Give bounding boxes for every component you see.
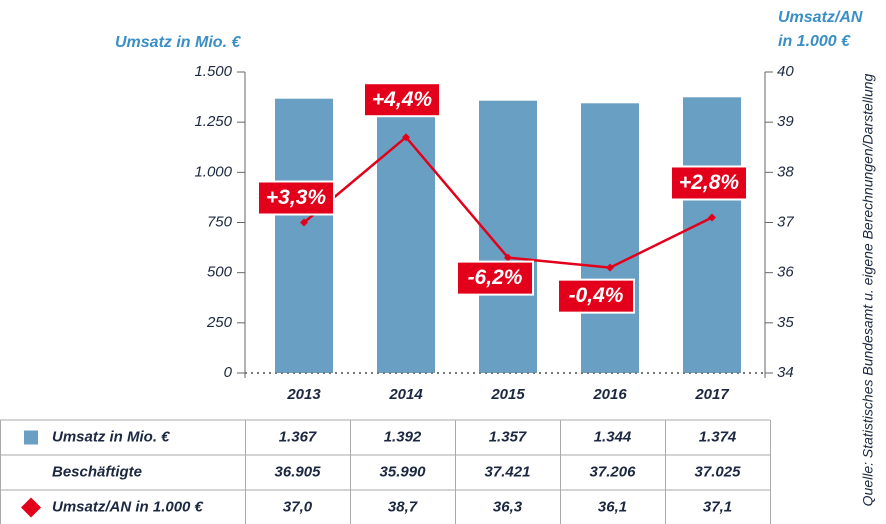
annotation-box	[257, 180, 335, 216]
y-tick-label: 500	[207, 264, 233, 281]
table-cell: 1.392	[384, 428, 422, 445]
table-cell: 38,7	[388, 498, 418, 515]
y2-axis-title: in 1.000 €	[778, 33, 851, 50]
y-tick-label: 1.000	[194, 163, 232, 180]
y2-tick-label: 35	[777, 314, 794, 331]
line-marker	[606, 263, 614, 272]
y-tick-label: 1.250	[194, 113, 232, 130]
legend-swatch	[21, 497, 41, 518]
legend-label: Beschäftigte	[52, 463, 142, 480]
y2-tick-label: 36	[777, 264, 794, 281]
line-marker	[504, 253, 512, 262]
table-cell: 37.421	[485, 463, 531, 480]
table-cell: 37.025	[695, 463, 742, 480]
line-marker	[708, 213, 716, 222]
bar	[479, 100, 537, 373]
y-tick-label: 250	[206, 314, 233, 331]
y2-tick-label: 39	[777, 113, 794, 130]
legend-label: Umsatz/AN in 1.000 €	[52, 498, 204, 515]
bar	[581, 103, 639, 373]
y2-tick-label: 34	[777, 364, 794, 381]
x-tick-label: 2016	[592, 386, 627, 403]
annotation: +4,4%	[372, 88, 432, 111]
legend-swatch	[24, 430, 38, 445]
line-marker	[402, 133, 410, 142]
annotation: +2,8%	[679, 171, 739, 194]
table-cell: 36,1	[598, 498, 627, 515]
annotation: -0,4%	[569, 284, 624, 307]
legend-label: Umsatz in Mio. €	[52, 428, 170, 445]
y2-tick-label: 40	[777, 63, 794, 80]
annotation-box	[456, 260, 534, 296]
y2-tick-label: 38	[777, 163, 794, 180]
line-marker	[300, 218, 308, 227]
y-tick-label: 0	[224, 364, 233, 381]
bar	[275, 98, 333, 374]
table-cell: 1.367	[279, 428, 317, 445]
table-cell: 37,0	[283, 498, 313, 515]
table-cell: 35.990	[380, 463, 427, 480]
table-cell: 36,3	[493, 498, 523, 515]
y2-tick-label: 37	[777, 213, 794, 230]
annotation: -6,2%	[468, 266, 523, 289]
y-axis-title: Umsatz in Mio. €	[115, 34, 241, 51]
x-tick-label: 2014	[388, 386, 423, 403]
table-cell: 37.206	[590, 463, 637, 480]
annotation: +3,3%	[266, 186, 326, 209]
annotation-box	[557, 278, 635, 314]
x-tick-label: 2013	[286, 386, 321, 403]
table-cell: 37,1	[703, 498, 732, 515]
table-cell: 1.344	[594, 428, 632, 445]
y-tick-label: 1.500	[194, 63, 232, 80]
bar	[683, 97, 741, 373]
table-cell: 1.374	[699, 428, 737, 445]
table-cell: 1.357	[489, 428, 527, 445]
x-tick-label: 2017	[694, 386, 729, 403]
y-tick-label: 750	[207, 213, 233, 230]
y2-axis-title: Umsatz/AN	[778, 9, 863, 26]
annotation-box	[670, 165, 748, 201]
source: Quelle: Statistisches Bundesamt u. eigen…	[860, 73, 876, 506]
x-tick-label: 2015	[490, 386, 525, 403]
annotation-box	[363, 82, 441, 118]
table-cell: 36.905	[275, 463, 322, 480]
